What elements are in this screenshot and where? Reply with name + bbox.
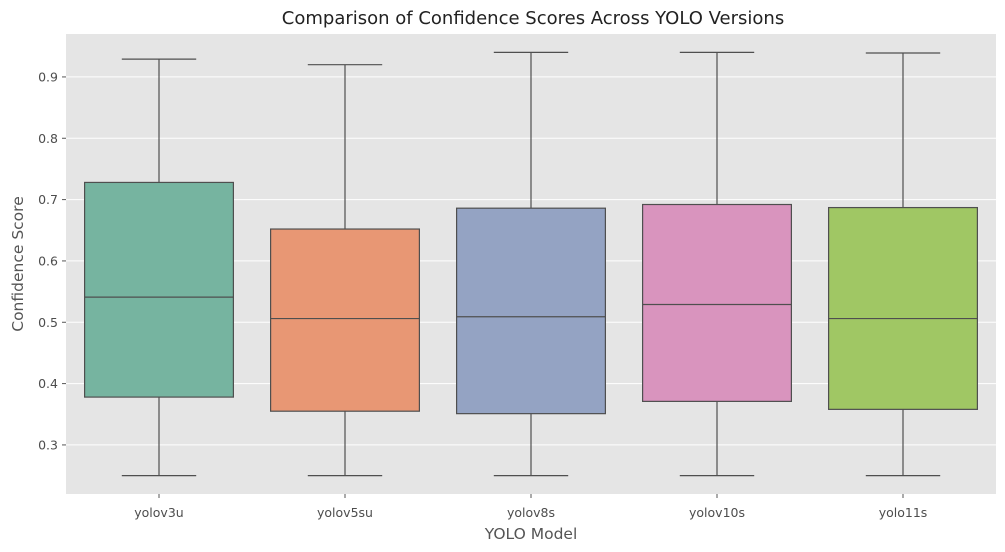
box-yolov3u: [83, 58, 235, 477]
y-tick-label: 0.3: [38, 437, 58, 452]
box-iqr: [83, 181, 235, 398]
box-yolov8s: [456, 51, 607, 477]
y-tick-label: 0.6: [38, 253, 58, 268]
box-yolo11s: [827, 52, 978, 477]
y-tick-label: 0.4: [38, 376, 58, 391]
box-iqr: [827, 206, 978, 410]
x-axis-title: YOLO Model: [484, 525, 578, 543]
box-iqr: [456, 207, 607, 415]
x-tick-label: yolov5su: [317, 505, 373, 520]
y-tick-label: 0.8: [38, 131, 58, 146]
x-tick-label: yolov8s: [507, 505, 555, 520]
y-axis-ticks: 0.3 0.4 0.5 0.6 0.7 0.8 0.9: [38, 69, 66, 452]
boxes: [83, 51, 978, 477]
y-tick-label: 0.5: [38, 315, 58, 330]
box-yolov5su: [270, 64, 421, 477]
y-tick-label: 0.9: [38, 69, 58, 84]
y-tick-label: 0.7: [38, 192, 58, 207]
x-tick-label: yolo11s: [879, 505, 928, 520]
chart-title: Comparison of Confidence Scores Across Y…: [282, 8, 784, 29]
box-yolov10s: [641, 51, 792, 477]
x-axis-ticks: yolov3u yolov5su yolov8s yolov10s yolo11s: [134, 494, 927, 520]
box-iqr: [641, 203, 792, 402]
x-tick-label: yolov10s: [689, 505, 745, 520]
box-iqr: [270, 228, 421, 412]
y-axis-title: Confidence Score: [9, 196, 27, 332]
x-tick-label: yolov3u: [134, 505, 183, 520]
